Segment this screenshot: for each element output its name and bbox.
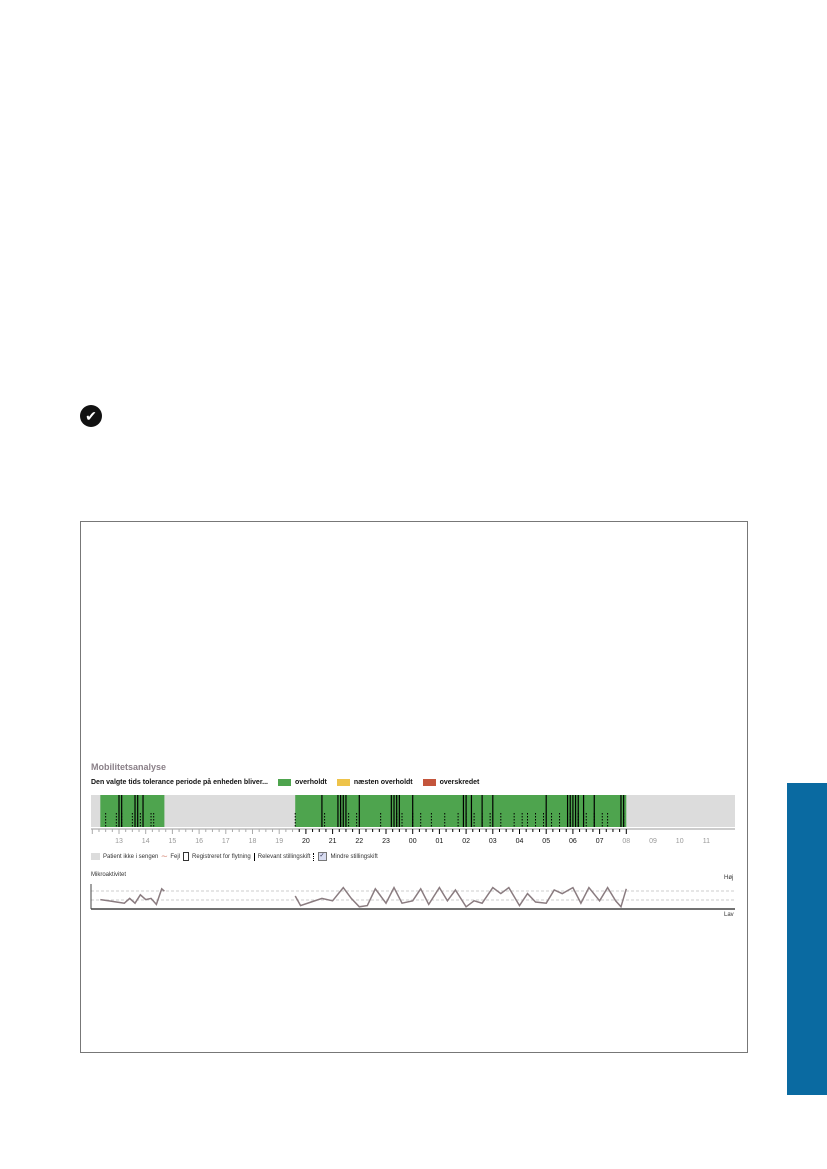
hour-label: 11 <box>703 838 710 845</box>
figure-title: Mobilitetsanalyse <box>91 762 167 772</box>
bottom-legend: Patient ikke i sengen ⁓ Fejl Registreret… <box>91 852 378 861</box>
hour-label: 16 <box>195 838 203 845</box>
micro-activity-line <box>100 887 165 906</box>
hour-label: 18 <box>249 838 257 845</box>
hour-label: 08 <box>622 838 630 845</box>
legend-minor: Mindre stillingskift <box>330 853 378 860</box>
hour-label: 06 <box>569 838 577 845</box>
legend-error: Fejl <box>170 853 181 860</box>
hour-label: 17 <box>222 838 230 845</box>
legend-swatch-overskredet <box>422 779 436 786</box>
hour-label: 20 <box>302 838 310 845</box>
hour-label: 13 <box>115 838 123 845</box>
hour-label: 22 <box>355 838 363 845</box>
move-icon <box>183 852 190 861</box>
legend-overholdt: overholdt <box>295 779 327 786</box>
hour-label: 19 <box>275 838 283 845</box>
relevant-shift-icon <box>253 852 255 861</box>
checkbox-icon: ✓ <box>318 852 328 861</box>
micro-activity-line <box>294 885 628 909</box>
legend-move: Registreret for flytning <box>192 853 251 860</box>
side-tab <box>787 783 827 1095</box>
micro-high: Høj <box>724 875 734 881</box>
legend-naesten: næsten overholdt <box>353 779 413 786</box>
in-bed-period <box>295 795 627 827</box>
minor-shift-icon <box>313 852 315 861</box>
legend-swatch-overholdt <box>278 779 291 786</box>
hour-label: 15 <box>169 838 177 845</box>
hour-label: 03 <box>489 838 497 845</box>
legend-not-in-bed: Patient ikke i sengen <box>103 853 159 860</box>
hour-label: 04 <box>516 838 524 845</box>
hour-label: 23 <box>382 838 390 845</box>
hour-label: 10 <box>676 838 684 845</box>
hour-label: 09 <box>649 838 657 845</box>
legend-intro: Den valgte tids tolerance periode på enh… <box>91 779 268 786</box>
hour-label: 01 <box>436 838 444 845</box>
tolerance-legend: Den valgte tids tolerance periode på enh… <box>91 779 479 786</box>
legend-relevant: Relevant stillingskift <box>257 853 311 860</box>
in-bed-period <box>100 795 165 827</box>
hour-label: 02 <box>462 838 470 845</box>
hour-label: 05 <box>542 838 550 845</box>
hour-label: 07 <box>596 838 604 845</box>
hour-label: 21 <box>329 838 337 845</box>
legend-swatch-naesten <box>336 779 350 786</box>
not-in-bed-swatch <box>91 853 100 860</box>
micro-low: Lav <box>724 912 734 918</box>
hour-label: 14 <box>142 838 150 845</box>
error-line-icon: ⁓ <box>161 854 168 860</box>
checkmark-circle-icon: ✔ <box>80 405 102 427</box>
micro-title: Mikroaktivitet <box>91 872 127 878</box>
hour-label: 00 <box>409 838 417 845</box>
figure-frame <box>80 521 748 1053</box>
legend-overskredet: overskredet <box>439 779 480 786</box>
